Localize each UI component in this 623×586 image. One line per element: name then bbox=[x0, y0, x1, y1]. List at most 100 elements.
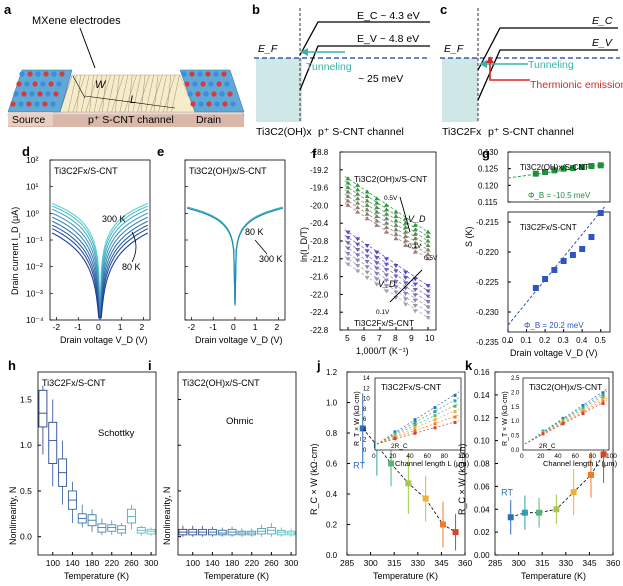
data-point-green bbox=[383, 220, 389, 225]
inset-x-tick-label: 20 bbox=[389, 453, 397, 460]
inset-point bbox=[453, 404, 457, 408]
data-point-blue bbox=[355, 242, 361, 247]
fit-line bbox=[344, 189, 432, 248]
atom bbox=[13, 91, 19, 97]
panel-e: e -2 -1 0 1 2 Ti3C2(OH)x/S-CNT 80 K 300 K Drain v… bbox=[157, 144, 286, 345]
data-point-blue bbox=[374, 255, 380, 260]
inset-y-axis-label: R_T × W (kΩ·cm) bbox=[502, 391, 509, 446]
data-point-green bbox=[383, 211, 389, 216]
panel-label: Ti3C2(OH)x/S-CNT bbox=[189, 166, 267, 176]
y-tick-label: 10⁻¹ bbox=[26, 235, 43, 245]
data-point-blue bbox=[374, 250, 380, 255]
atom bbox=[200, 81, 206, 87]
temp-annotation: 80 K bbox=[122, 262, 141, 272]
y-tick-label: 0.6 bbox=[326, 460, 338, 469]
data-point-blue bbox=[551, 267, 558, 273]
data-point-blue bbox=[374, 277, 380, 282]
atom bbox=[42, 101, 48, 107]
x-tick-label: 315 bbox=[387, 558, 401, 568]
x-axis-label: Drain voltage V_D (V) bbox=[195, 335, 283, 345]
x-tick-label: 300 bbox=[284, 558, 298, 568]
inset-point bbox=[433, 422, 437, 426]
data-point-green bbox=[588, 163, 595, 169]
y-tick-label: 0.00 bbox=[474, 551, 490, 560]
ef-label-b: E_F bbox=[258, 43, 278, 55]
atom bbox=[216, 81, 222, 87]
y-tick-label: 0.120 bbox=[478, 181, 499, 190]
inset-y-tick-label: 4 bbox=[363, 427, 367, 433]
data-point-blue bbox=[579, 246, 586, 252]
fit-line bbox=[507, 206, 605, 326]
atom bbox=[222, 101, 228, 107]
ec-label-b: E_C ~ 4.3 eV bbox=[357, 10, 420, 22]
y-tick-label: 10⁻³ bbox=[26, 288, 43, 298]
data-point-green bbox=[374, 200, 380, 205]
vd-arrow bbox=[389, 269, 423, 303]
inset-2rc-label: 2R_C bbox=[539, 443, 556, 450]
inset-y-tick-label: 14 bbox=[363, 376, 370, 382]
y-tick-label: 10¹ bbox=[26, 182, 38, 192]
data-point-blue bbox=[364, 259, 370, 264]
atom bbox=[208, 81, 214, 87]
y-tick-label: -19.2 bbox=[310, 166, 329, 175]
data-point-green bbox=[393, 231, 399, 236]
data-point-green bbox=[383, 202, 389, 207]
panel-label: Ti3C2Fx/S-CNT bbox=[54, 166, 118, 176]
y-tick-label: 1.0 bbox=[20, 440, 32, 450]
inset-x-tick-label: 40 bbox=[554, 453, 562, 460]
inset-x-tick-label: 40 bbox=[406, 453, 414, 460]
data-point-blue bbox=[560, 258, 567, 264]
y-tick-label: -22.8 bbox=[310, 326, 329, 335]
x-tick-label: 220 bbox=[105, 558, 119, 568]
length-label: L bbox=[130, 94, 136, 106]
data-point bbox=[600, 451, 607, 458]
atom bbox=[24, 81, 30, 87]
inset-point bbox=[541, 432, 545, 436]
cnt-tube bbox=[68, 74, 77, 113]
x-tick-label: 360 bbox=[606, 558, 620, 568]
metal-label-c: Ti3C2Fx bbox=[442, 126, 482, 138]
inset-point bbox=[393, 437, 397, 441]
data-point bbox=[570, 489, 577, 496]
y-tick-label: 0.130 bbox=[478, 148, 499, 157]
temp-arrow bbox=[131, 231, 137, 263]
inset-point bbox=[413, 423, 417, 427]
ev-label-b: E_V ~ 4.8 eV bbox=[357, 33, 419, 45]
panel-label: Ti3C2(OH)x/S-CNT bbox=[529, 382, 602, 392]
metal-label-b: Ti3C2(OH)x bbox=[256, 126, 312, 138]
data-point-blue bbox=[412, 282, 418, 287]
data-point-green bbox=[393, 227, 399, 232]
data-point-blue bbox=[412, 293, 418, 298]
atom bbox=[181, 71, 187, 77]
panel-label: Ti3C2Fx/S-CNT bbox=[381, 382, 441, 392]
fit-line bbox=[344, 202, 432, 262]
x-tick-label: 0.4 bbox=[576, 336, 588, 345]
data-point bbox=[587, 471, 594, 478]
x-axis-label: Drain voltage V_D (V) bbox=[60, 335, 148, 345]
atom bbox=[35, 71, 41, 77]
x-tick-label: -1 bbox=[74, 322, 82, 332]
y-tick-label: 0.5 bbox=[20, 486, 32, 496]
data-point-green bbox=[412, 245, 418, 250]
data-point-blue bbox=[364, 249, 370, 254]
mxene-title: MXene electrodes bbox=[32, 15, 121, 27]
y-axis-label: ln(I_D/T) bbox=[299, 227, 309, 262]
inset-point bbox=[453, 415, 457, 419]
cnt-tube bbox=[128, 74, 133, 113]
panel-letter-a: a bbox=[4, 2, 12, 17]
atom bbox=[45, 91, 51, 97]
cnt-tube bbox=[145, 74, 154, 113]
y-axis-label: R_C × W (kΩ·cm) bbox=[309, 444, 319, 515]
inset-fit-line bbox=[376, 408, 460, 445]
x-tick-label: 0 bbox=[96, 322, 101, 332]
inset-x-tick-label: 0 bbox=[372, 453, 376, 460]
data-point-green bbox=[383, 225, 389, 230]
x-tick-label: 345 bbox=[434, 558, 448, 568]
inset-point bbox=[413, 418, 417, 422]
box bbox=[146, 528, 156, 535]
fit-line bbox=[344, 185, 432, 244]
inset-y-axis-label: R_T × W (kΩ·cm) bbox=[354, 391, 361, 446]
data-point-blue bbox=[374, 271, 380, 276]
